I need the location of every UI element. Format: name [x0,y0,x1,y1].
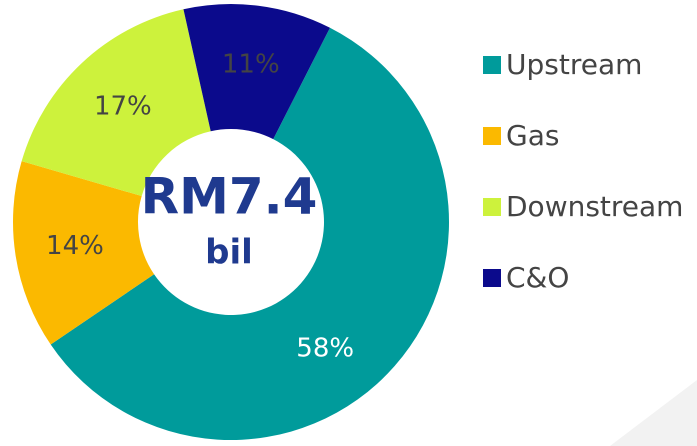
slice-label: 11% [222,50,280,80]
slice-label: 17% [94,91,152,121]
legend-swatch [483,127,501,145]
slice [21,9,211,197]
center-subtext: bil [205,233,253,273]
legend-swatch [483,56,501,74]
legend: Upstream Gas Downstream C&O [483,48,683,294]
center-text: RM7.4 [141,168,318,226]
slice-label: 58% [296,333,354,363]
legend-label: Gas [506,119,559,152]
donut: 58% 14% 17% 11% [12,4,450,441]
legend-label: Downstream [506,190,683,223]
legend-label: C&O [506,261,569,294]
legend-swatch [483,269,501,287]
background-shape [610,380,697,446]
slice-label: 14% [46,231,104,261]
slice [183,4,330,140]
slice [50,27,450,441]
legend-label: Upstream [506,48,642,81]
legend-swatch [483,198,501,216]
slice [12,161,155,345]
